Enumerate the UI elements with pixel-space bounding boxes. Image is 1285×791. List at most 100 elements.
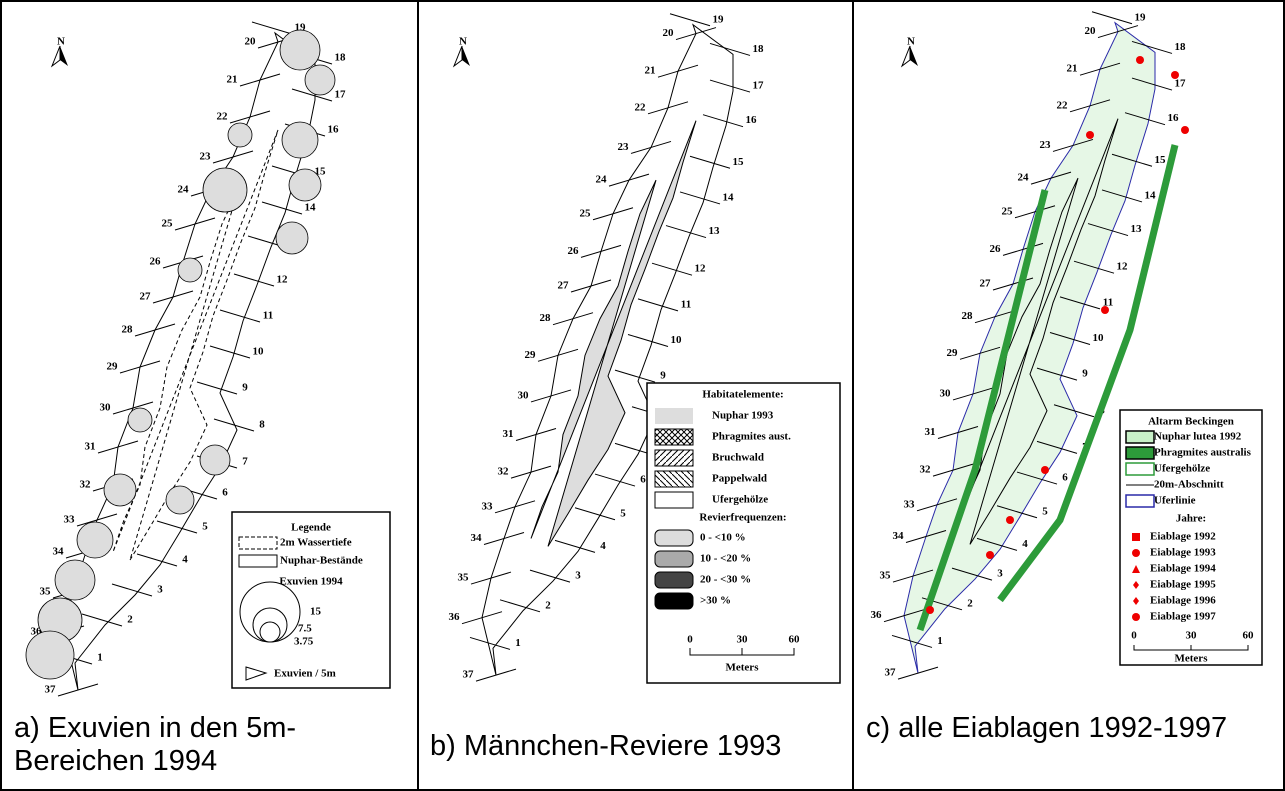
section-label: 2 — [545, 599, 551, 611]
section-label: 7 — [242, 456, 248, 468]
section-label: 4 — [600, 540, 606, 552]
exuvien-circle — [305, 65, 335, 95]
legend-swatch — [655, 593, 693, 609]
section-tick — [666, 226, 706, 238]
section-label: 16 — [746, 114, 758, 126]
section-label: 10 — [671, 334, 683, 346]
section-tick — [571, 280, 611, 292]
legend-text: Eiablage 1993 — [1150, 547, 1216, 559]
legend-text: Meters — [726, 662, 760, 674]
section-label: 5 — [202, 521, 208, 533]
section-label: 10 — [253, 346, 265, 358]
section-label: 14 — [305, 202, 317, 214]
egg-marker — [1086, 131, 1094, 139]
section-tick — [658, 65, 698, 77]
section-label: 23 — [618, 141, 630, 153]
legend-marker — [1132, 613, 1140, 621]
section-label: 20 — [663, 27, 675, 39]
section-label: 35 — [40, 586, 52, 598]
section-tick — [631, 141, 671, 153]
section-label: 25 — [1002, 205, 1014, 217]
section-label: 23 — [200, 151, 212, 163]
legend-swatch — [655, 572, 693, 588]
section-label: 37 — [45, 684, 57, 696]
section-tick — [575, 508, 615, 520]
legend-text: Altarm Beckingen — [1148, 416, 1234, 428]
section-tick — [220, 310, 260, 322]
section-tick — [652, 263, 692, 275]
figure: 1234567891011121314151617181920212223242… — [0, 0, 1285, 791]
section-tick — [703, 115, 743, 127]
section-label: 29 — [525, 349, 537, 361]
legend-text: 0 — [1131, 630, 1137, 642]
legend-text: Habitatelemente: — [702, 389, 783, 401]
section-label: 6 — [222, 487, 228, 499]
section-label: 16 — [1168, 112, 1180, 124]
section-label: 37 — [885, 667, 897, 679]
section-label: 28 — [962, 310, 974, 322]
section-label: 12 — [695, 263, 707, 275]
section-label: 27 — [980, 278, 992, 290]
legend-text: 2m Wassertiefe — [280, 537, 352, 549]
egg-marker — [1041, 466, 1049, 474]
section-label: 2 — [967, 597, 973, 609]
section-label: 29 — [947, 347, 959, 359]
section-tick — [135, 324, 175, 336]
legend-text: Revierfrequenzen: — [699, 512, 786, 524]
section-label: 32 — [80, 479, 92, 491]
egg-marker — [1171, 71, 1179, 79]
section-tick — [262, 202, 302, 214]
section-label: 5 — [1042, 505, 1048, 517]
exuvien-circle — [77, 522, 113, 558]
north-arrow — [60, 46, 68, 66]
section-label: 33 — [904, 498, 916, 510]
legend-text: Eiablage 1997 — [1150, 611, 1216, 623]
section-tick — [175, 218, 215, 230]
section-label: 12 — [277, 274, 289, 286]
section-label: 1 — [937, 635, 943, 647]
section-label: 24 — [178, 184, 190, 196]
legend-text: Legende — [291, 522, 331, 534]
legend-text: 10 - <20 % — [700, 553, 751, 565]
section-tick — [516, 429, 556, 441]
section-label: 15 — [733, 156, 745, 168]
egg-marker — [1136, 56, 1144, 64]
section-tick — [82, 614, 122, 626]
legend-text: 30 — [737, 634, 749, 646]
section-tick — [710, 43, 750, 55]
section-label: 22 — [1057, 99, 1069, 111]
legend-text: Eiablage 1995 — [1150, 579, 1216, 591]
section-label: 36 — [449, 611, 461, 623]
section-label: 11 — [681, 298, 691, 310]
legend-text: Exuvien 1994 — [279, 576, 343, 588]
north-arrow — [462, 46, 470, 66]
legend-text: 20m-Abschnitt — [1154, 479, 1224, 491]
legend-text: Ufergehölze — [1154, 463, 1210, 475]
legend-text: Eiablage 1994 — [1150, 563, 1216, 575]
section-label: 9 — [660, 370, 666, 382]
legend-text: Nuphar-Bestände — [280, 555, 363, 567]
caption: c) alle Eiablagen 1992-1997 — [866, 712, 1266, 745]
section-tick — [538, 349, 578, 361]
exuvien-circle — [26, 631, 74, 679]
section-label: 12 — [1117, 261, 1129, 273]
section-label: 24 — [1018, 172, 1030, 184]
section-label: 21 — [645, 65, 656, 77]
egg-marker — [1006, 516, 1014, 524]
section-label: 6 — [1062, 472, 1068, 484]
legend-text: 60 — [1243, 630, 1255, 642]
legend-circle — [260, 622, 280, 642]
section-tick — [593, 208, 633, 220]
legend-text: Meters — [1175, 653, 1209, 665]
north-arrow — [910, 46, 918, 66]
legend-text: 7.5 — [298, 623, 312, 635]
section-label: 18 — [335, 52, 347, 64]
section-tick — [638, 299, 678, 311]
section-label: 14 — [1145, 189, 1157, 201]
legend-text: Uferlinie — [1154, 495, 1196, 507]
exuvien-circle — [55, 560, 95, 600]
legend-text: Eiablage 1992 — [1150, 531, 1216, 543]
exuvien-circle — [200, 445, 230, 475]
section-label: 19 — [1135, 11, 1147, 23]
section-label: 6 — [640, 474, 646, 486]
